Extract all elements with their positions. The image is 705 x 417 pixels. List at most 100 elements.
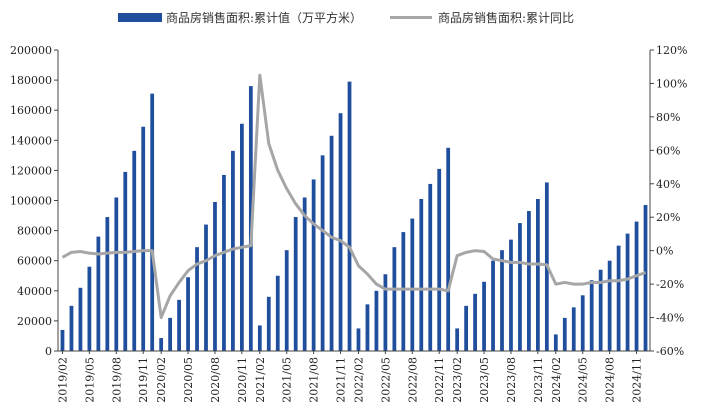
left-tick-label: 140000	[10, 134, 52, 147]
axes	[57, 50, 651, 352]
bar-2021/05	[284, 250, 289, 351]
bar-2022/08	[410, 218, 415, 351]
legend-bar-swatch	[118, 13, 162, 22]
x-tick-label: 2024/05	[577, 357, 590, 403]
x-tick-label: 2024/02	[550, 357, 563, 403]
left-tick-label: 20000	[17, 315, 52, 328]
left-tick-label: 60000	[17, 255, 52, 268]
bar-2020/10	[231, 150, 235, 351]
bar-2022/02	[356, 328, 361, 351]
bar-series	[60, 81, 648, 352]
bar-2022/09	[419, 199, 424, 351]
bar-2019/03	[69, 305, 74, 351]
bar-2024/12	[643, 205, 648, 351]
bar-2019/05	[87, 266, 92, 351]
left-tick-label: 100000	[10, 195, 52, 208]
x-tick-label: 2020/02	[155, 357, 168, 403]
bar-2022/07	[401, 232, 406, 351]
bar-2022/11	[437, 168, 442, 351]
x-axis-ticks: 2019/02 2019/05 2019/08 2019/11 2020/02 2020/…	[56, 351, 644, 403]
x-tick-label: 2019/11	[137, 357, 150, 403]
left-axis-ticks: 0 20000 40000 60000 80000 100000 120000 140000 1…	[10, 44, 58, 358]
bar-2024/09	[616, 245, 621, 351]
x-tick-label: 2020/11	[236, 357, 249, 403]
bar-2019/04	[78, 287, 83, 351]
x-tick-label: 2019/08	[110, 357, 123, 403]
bar-2024/04	[571, 307, 576, 351]
right-tick-label: 100%	[656, 77, 687, 90]
bar-2019/08	[114, 197, 119, 351]
bar-2022/05	[383, 274, 388, 351]
right-tick-label: -40%	[656, 312, 684, 325]
bar-2019/12	[150, 93, 155, 351]
bar-2019/11	[141, 126, 146, 351]
x-tick-label: 2021/02	[254, 357, 267, 403]
x-tick-label: 2023/11	[532, 357, 545, 403]
legend: 商品房销售面积:累计值（万平方米） 商品房销售面积:累计同比	[118, 10, 574, 25]
left-tick-label: 40000	[17, 285, 52, 298]
yoy-line	[61, 73, 647, 320]
bar-2020/04	[177, 299, 181, 351]
x-tick-label: 2024/11	[631, 357, 644, 403]
left-tick-label: 180000	[10, 74, 52, 87]
bar-2023/03	[464, 305, 469, 351]
right-tick-label: 80%	[656, 111, 680, 124]
right-tick-label: -20%	[656, 278, 684, 291]
bar-2024/11	[634, 221, 639, 351]
bar-2024/05	[580, 295, 585, 351]
bar-2021/08	[311, 179, 316, 351]
right-tick-label: 120%	[656, 44, 687, 57]
bar-2021/11	[338, 113, 343, 352]
bar-2020/05	[186, 277, 190, 351]
right-tick-label: -60%	[656, 345, 684, 358]
right-tick-label: 20%	[656, 211, 680, 224]
bar-2021/06	[293, 217, 298, 351]
bar-2020/02	[159, 338, 164, 351]
bar-2021/12	[347, 81, 352, 352]
bar-2024/06	[589, 280, 594, 351]
bar-2020/03	[168, 317, 173, 351]
bar-2024/08	[607, 260, 612, 351]
bar-2019/07	[105, 217, 110, 351]
left-tick-label: 160000	[10, 104, 52, 117]
left-tick-label: 80000	[17, 225, 52, 238]
bar-2020/11	[240, 123, 244, 351]
bar-2019/06	[96, 236, 101, 351]
x-tick-label: 2022/11	[433, 357, 446, 403]
x-tick-label: 2020/08	[209, 357, 222, 403]
legend-line-label: 商品房销售面积:累计同比	[438, 10, 574, 25]
bar-2021/02	[257, 325, 262, 351]
bar-2022/04	[374, 290, 379, 351]
bar-2022/10	[428, 183, 433, 351]
bar-2021/09	[320, 155, 325, 351]
bar-2022/03	[365, 304, 370, 351]
bar-2023/06	[491, 260, 495, 351]
legend-bar-label: 商品房销售面积:累计值（万平方米）	[166, 10, 362, 25]
right-tick-label: 40%	[656, 178, 680, 191]
left-tick-label: 0	[45, 345, 52, 358]
bar-2022/06	[392, 247, 397, 351]
x-tick-label: 2021/08	[308, 357, 321, 403]
x-tick-label: 2023/08	[505, 357, 518, 403]
bar-2024/10	[625, 233, 630, 351]
bar-2022/12	[446, 147, 451, 351]
bar-2023/02	[455, 328, 460, 351]
bar-2023/05	[482, 281, 486, 351]
x-tick-label: 2021/11	[335, 357, 348, 403]
bar-2020/06	[195, 247, 199, 351]
bar-2020/09	[222, 174, 226, 351]
x-tick-label: 2024/08	[604, 357, 617, 403]
bar-2021/07	[302, 197, 307, 351]
x-tick-label: 2022/05	[379, 357, 392, 403]
x-tick-label: 2019/05	[83, 357, 96, 403]
bar-2023/08	[509, 239, 513, 351]
x-tick-label: 2020/05	[182, 357, 195, 403]
bar-2023/07	[500, 250, 504, 351]
bar-2020/07	[204, 224, 208, 351]
bar-2019/09	[123, 171, 128, 351]
bar-2024/02	[553, 334, 558, 351]
bar-2023/04	[473, 293, 477, 351]
bar-2023/10	[527, 211, 531, 351]
bar-2021/03	[266, 296, 271, 351]
line-series	[61, 73, 647, 320]
